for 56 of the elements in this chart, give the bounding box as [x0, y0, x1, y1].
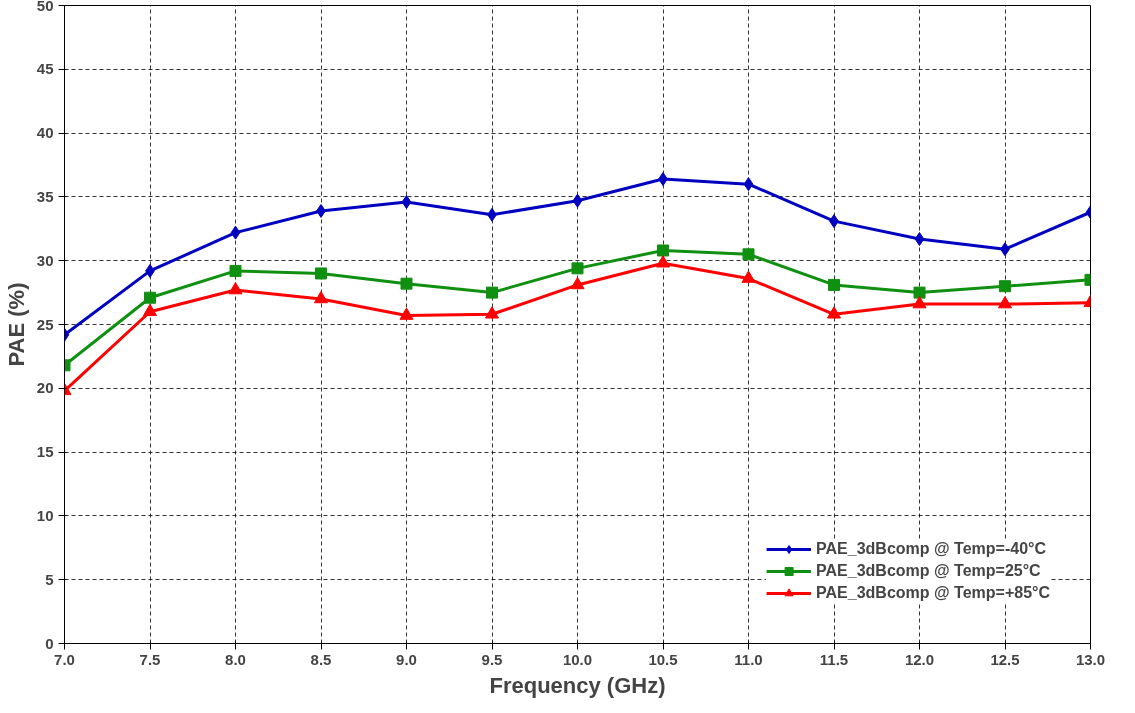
point: [828, 278, 840, 291]
x-tick-label: 10.0: [562, 650, 593, 668]
point: [401, 195, 412, 209]
point: [143, 303, 157, 316]
point: [230, 225, 241, 240]
y-tick-label: 10: [36, 506, 54, 524]
point: [399, 307, 414, 320]
x-tick-label: 9.5: [481, 650, 503, 668]
x-tick-label: 12.0: [904, 650, 935, 668]
x-tick-label: 7.0: [54, 650, 75, 668]
point: [741, 270, 756, 283]
x-tick-label: 8.5: [310, 650, 332, 668]
legend-label: PAE_3dBcomp @ Temp=25°C: [816, 562, 1041, 580]
point: [315, 267, 327, 280]
point: [400, 277, 413, 290]
point: [912, 296, 927, 309]
point: [656, 255, 670, 268]
y-tick-label: 50: [36, 0, 54, 14]
point: [228, 282, 243, 295]
point: [827, 306, 841, 319]
x-tick-label: 13.0: [1075, 650, 1106, 668]
y-tick-label: 15: [36, 443, 54, 461]
point: [657, 244, 669, 257]
point: [998, 296, 1012, 309]
y-tick-label: 35: [36, 187, 54, 205]
x-tick-label: 11.0: [734, 650, 763, 668]
x-tick-label: 7.5: [139, 650, 161, 668]
legend-label: PAE_3dBcomp @ Temp=-40°C: [816, 540, 1046, 558]
y-tick-label: 25: [36, 315, 54, 333]
x-tick-label: 12.5: [990, 650, 1020, 668]
x-tick-label: 10.5: [648, 650, 678, 668]
point: [229, 264, 242, 277]
point: [314, 290, 328, 304]
point: [571, 262, 584, 275]
y-tick-label: 5: [45, 570, 54, 588]
point: [486, 286, 498, 299]
point: [743, 177, 754, 192]
y-tick-label: 30: [36, 251, 54, 269]
x-axis-title: Frequency (GHz): [489, 672, 666, 698]
legend-label: PAE_3dBcomp @ Temp=+85°C: [816, 584, 1050, 602]
y-tick-label: 0: [45, 634, 54, 652]
x-tick-label: 8.0: [225, 650, 246, 668]
point: [914, 232, 925, 247]
point: [144, 291, 156, 304]
point: [913, 286, 926, 299]
y-axis-title: PAE (%): [3, 282, 29, 367]
y-tick-label: 45: [36, 60, 54, 78]
x-tick-label: 9.0: [396, 650, 417, 668]
x-tick-label: 11.5: [819, 650, 849, 668]
point: [485, 306, 499, 319]
y-tick-label: 20: [36, 379, 54, 397]
point: [742, 248, 755, 261]
point: [570, 276, 585, 290]
point: [999, 280, 1011, 293]
point: [572, 193, 583, 208]
y-tick-label: 40: [36, 124, 54, 142]
